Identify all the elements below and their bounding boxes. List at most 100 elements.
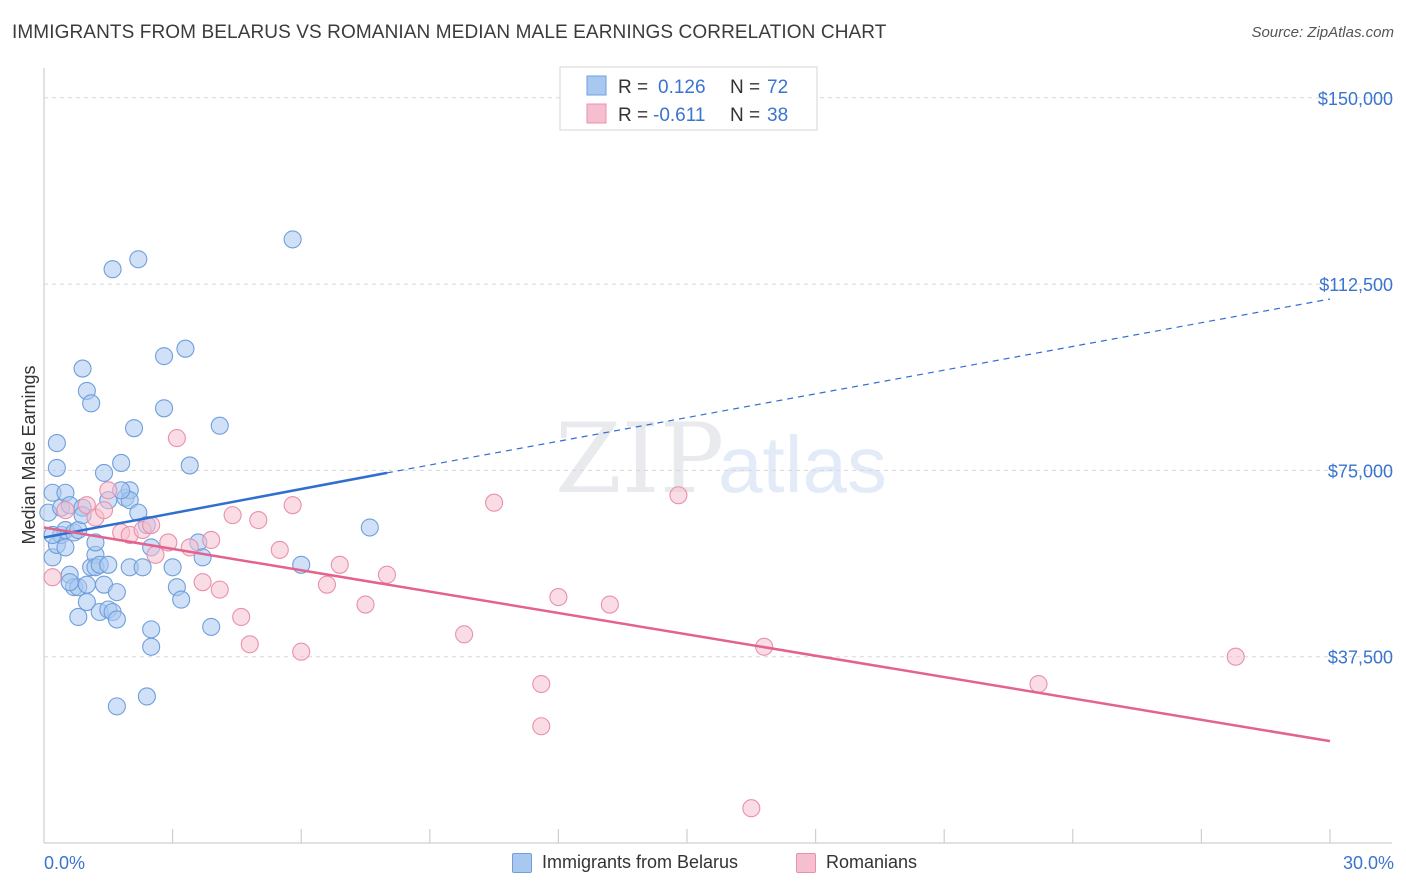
belarus-point-21	[77, 575, 96, 594]
legend-n-label-a: N =	[730, 77, 760, 98]
romanians-point-24	[317, 575, 336, 594]
belarus-point-62	[202, 617, 221, 636]
romanians-point-30	[532, 674, 551, 694]
y-tick-label-2: $112,500	[1319, 275, 1393, 295]
romanians-point-28	[455, 625, 474, 644]
romanians-point-16	[210, 580, 229, 599]
bottom-legend-item-romanians[interactable]: Romanians	[796, 852, 917, 873]
legend-r-value-a: 0.126	[658, 77, 706, 98]
watermark-atlas: atlas	[718, 420, 887, 509]
romanians-point-18	[232, 607, 251, 627]
belarus-point-66	[360, 518, 379, 537]
belarus-point-30	[94, 463, 114, 482]
belarus-point-37	[107, 697, 126, 716]
romanians-point-36	[1029, 674, 1048, 694]
romanians-point-14	[193, 573, 212, 592]
belarus-point-36	[107, 583, 126, 602]
belarus-point-38	[107, 610, 126, 629]
belarus-point-24	[82, 394, 101, 413]
legend-n-value-a: 72	[767, 77, 788, 98]
axes	[43, 68, 1392, 844]
belarus-point-59	[180, 456, 199, 475]
y-tick-label-1: $75,000	[1328, 461, 1393, 481]
legend-n-value-b: 38	[767, 105, 788, 126]
belarus-point-57	[172, 590, 191, 609]
belarus-point-45	[129, 250, 148, 269]
romanians-point-4	[94, 501, 114, 520]
romanians-point-1	[56, 501, 75, 520]
belarus-point-18	[73, 359, 92, 378]
romanians-point-21	[270, 540, 289, 559]
belarus-point-71	[60, 573, 79, 592]
belarus-point-39	[112, 453, 131, 473]
bottom-legend-label-romanians: Romanians	[826, 852, 918, 872]
y-tick-labels: $37,500 $75,000 $112,500 $150,000	[1318, 89, 1393, 668]
y-axis-title: Median Male Earnings	[19, 365, 39, 544]
romanians-point-19	[240, 635, 259, 654]
x-tick-label-max: 30.0%	[1343, 853, 1394, 873]
romanians-point-34	[669, 486, 688, 505]
romanians-point-31	[532, 717, 551, 736]
belarus-point-44	[124, 419, 144, 438]
watermark: ZIP atlas	[555, 403, 887, 515]
belarus-point-54	[154, 347, 174, 366]
bottom-legend: Immigrants from Belarus Romanians	[0, 852, 1406, 880]
romanians-point-10	[146, 545, 165, 564]
watermark-zip: ZIP	[555, 403, 724, 515]
grid-lines	[44, 97, 1392, 658]
legend: R = 0.126 N = 72 R = -0.611 N = 38	[559, 66, 818, 131]
belarus-point-9	[56, 538, 75, 557]
belarus-point-47	[133, 558, 152, 577]
romanians-point-0	[43, 568, 62, 587]
belarus-point-69	[86, 533, 105, 552]
romanians-point-27	[377, 565, 396, 584]
belarus-point-51	[142, 637, 161, 656]
romanians-point-12	[167, 429, 186, 448]
romanians-point-25	[330, 555, 349, 574]
trend-line-belarus	[43, 471, 388, 539]
romanians-point-29	[485, 493, 504, 512]
romanians-point-33	[600, 595, 619, 614]
bottom-legend-swatch-romanians	[796, 852, 816, 873]
bottom-legend-swatch-belarus	[512, 852, 532, 873]
x-tick-label-min: 0.0%	[44, 853, 85, 873]
bottom-legend-item-belarus[interactable]: Immigrants from Belarus	[512, 852, 738, 873]
belarus-point-64	[283, 230, 302, 249]
legend-n-label-b: N =	[730, 105, 760, 126]
bottom-legend-label-belarus: Immigrants from Belarus	[542, 852, 739, 872]
belarus-point-55	[163, 558, 182, 577]
belarus-point-50	[137, 687, 156, 706]
belarus-point-17	[69, 607, 88, 627]
belarus-point-4	[47, 458, 66, 477]
romanians-point-17	[223, 506, 242, 525]
trend-line-belarus-extension	[386, 298, 1331, 474]
belarus-point-58	[176, 339, 195, 358]
belarus-point-33	[99, 555, 118, 574]
legend-swatch-romanians	[586, 103, 607, 124]
belarus-point-22	[77, 593, 96, 612]
romanians-point-15	[202, 530, 221, 550]
y-tick-label-3: $150,000	[1318, 89, 1393, 109]
legend-r-label-a: R =	[618, 77, 648, 98]
belarus-point-3	[47, 434, 66, 453]
source-credit: Source: ZipAtlas.com	[1251, 24, 1394, 41]
trend-lines	[43, 298, 1331, 743]
legend-r-value-b: -0.611	[653, 105, 705, 126]
y-tick-label-0: $37,500	[1328, 648, 1393, 668]
romanians-point-5	[99, 481, 118, 500]
trend-line-romanians	[43, 526, 1331, 743]
romanians-point-26	[356, 595, 375, 614]
romanians-point-37	[1226, 647, 1245, 666]
belarus-point-35	[103, 260, 122, 279]
series-belarus-points	[39, 230, 379, 716]
romanians-point-2	[77, 496, 96, 515]
chart-title: IMMIGRANTS FROM BELARUS VS ROMANIAN MEDI…	[12, 22, 887, 43]
belarus-point-63	[210, 416, 229, 435]
romanians-point-22	[283, 496, 302, 515]
legend-r-label-b: R =	[618, 105, 648, 126]
romanians-point-32	[549, 588, 568, 607]
romanians-point-23	[292, 642, 311, 661]
romanians-point-20	[249, 511, 268, 530]
belarus-point-53	[154, 399, 174, 418]
